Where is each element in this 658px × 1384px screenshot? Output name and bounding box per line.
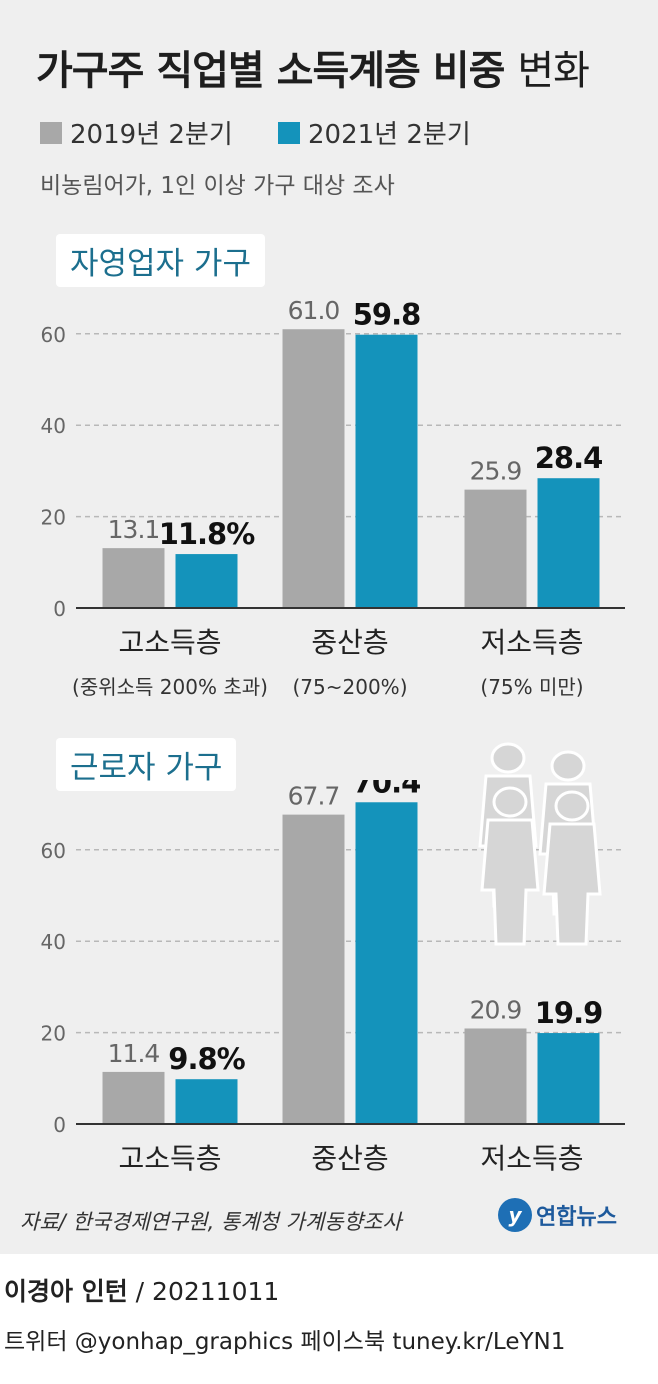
y-tick-label: 60 [41, 839, 66, 863]
bar [102, 1071, 165, 1124]
legend-item-2021: 2021년 2분기 [278, 114, 471, 151]
data-label: 11.4 [108, 1039, 160, 1068]
data-label: 70.4 [353, 780, 421, 799]
data-label: 11.8% [159, 517, 256, 551]
category-note: (75% 미만) [480, 675, 583, 699]
y-tick-label: 20 [41, 506, 66, 530]
yonhap-logo: y 연합뉴스 [498, 1198, 617, 1232]
social-links: 트위터 @yonhap_graphics 페이스북 tuney.kr/LeYN1 [4, 1329, 566, 1355]
subtitle: 비농림어가, 1인 이상 가구 대상 조사 [40, 173, 395, 199]
data-label: 59.8 [353, 298, 421, 332]
legend-swatch-2021 [278, 121, 300, 144]
y-tick-label: 0 [53, 597, 66, 621]
data-label: 13.1 [108, 515, 160, 544]
title-bold: 가구주 직업별 소득계층 비중 [36, 48, 505, 94]
data-label: 61.0 [288, 296, 340, 325]
yonhap-logo-icon: y [498, 1198, 532, 1232]
bar [282, 329, 345, 608]
category-label: 저소득층 [480, 1142, 583, 1175]
credit-date: / 20211011 [135, 1277, 280, 1306]
category-label: 고소득층 [118, 626, 221, 659]
title-light: 변화 [517, 48, 590, 94]
data-label: 28.4 [535, 441, 603, 475]
bar [537, 1033, 600, 1124]
bar [102, 548, 165, 608]
y-tick-label: 60 [41, 323, 66, 347]
legend-swatch-2019 [40, 121, 62, 144]
credit-name: 이경아 인턴 [4, 1277, 128, 1306]
legend-label-2019: 2019년 2분기 [70, 120, 233, 150]
y-tick-label: 20 [41, 1022, 66, 1046]
category-label: 중산층 [311, 1142, 388, 1175]
bar [175, 1079, 238, 1124]
yonhap-logo-text: 연합뉴스 [536, 1205, 617, 1230]
y-tick-label: 40 [41, 414, 66, 438]
data-label: 9.8% [168, 1042, 245, 1076]
category-label: 저소득층 [480, 626, 583, 659]
legend-item-2019: 2019년 2분기 [40, 114, 233, 151]
chart-self-employed: 0 20 40 60 13.1 61.0 25.9 11.8% 59.8 28.4 고소득층 (중위소… [41, 296, 625, 699]
data-label: 19.9 [535, 996, 603, 1030]
bar [175, 554, 238, 608]
category-note: (75~200%) [293, 675, 408, 699]
category-label: 고소득층 [118, 1142, 221, 1175]
chart-title-self-employed: 자영업자 가구 [56, 234, 265, 287]
credit-line: 이경아 인턴 / 20211011 [4, 1272, 279, 1308]
data-label: 67.7 [288, 782, 340, 811]
legend-label-2021: 2021년 2분기 [308, 120, 471, 150]
source-note: 자료/ 한국경제연구원, 통계청 가계동향조사 [20, 1210, 402, 1234]
bar [355, 802, 418, 1124]
chart-title-wage-workers: 근로자 가구 [56, 738, 237, 791]
data-label: 25.9 [470, 457, 522, 486]
data-label: 20.9 [470, 995, 522, 1024]
category-label: 중산층 [311, 626, 388, 659]
y-tick-label: 0 [53, 1113, 66, 1137]
people-icon [478, 742, 602, 946]
bar [464, 489, 527, 608]
chart-wage-workers: 0 20 40 60 11.4 67.7 20.9 9.8% 70.4 19.9 고소득층 중산층 저소… [41, 780, 625, 1175]
bar [282, 814, 345, 1124]
bar [537, 478, 600, 608]
bar [355, 334, 418, 608]
bar [464, 1028, 527, 1124]
category-note: (중위소득 200% 초과) [72, 675, 268, 699]
y-tick-label: 40 [41, 930, 66, 954]
page-title: 가구주 직업별 소득계층 비중 변화 [36, 38, 590, 96]
